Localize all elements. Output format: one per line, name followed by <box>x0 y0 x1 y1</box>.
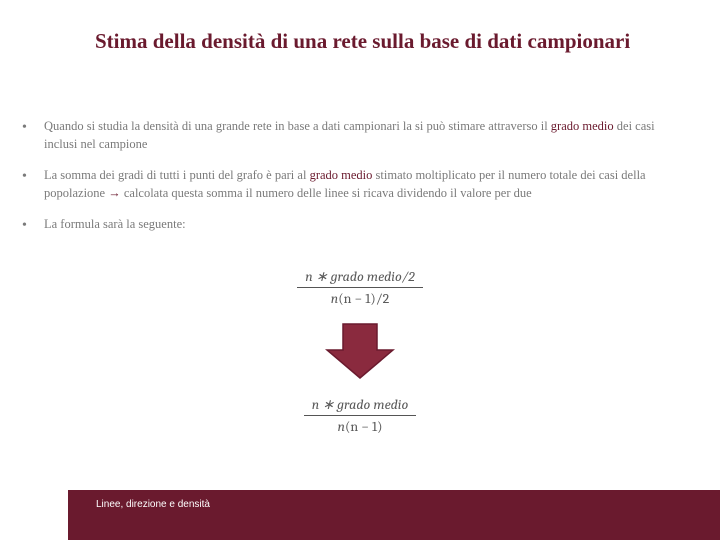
bullet-text: Quando si studia la densità di una grand… <box>44 118 690 153</box>
bullet-item: • Quando si studia la densità di una gra… <box>22 118 690 153</box>
formula-bottom: n ∗ grado medio n(n − 1) <box>0 396 720 435</box>
body-text: calcolata questa somma il numero delle l… <box>121 186 532 200</box>
body-text: La formula sarà la seguente: <box>44 217 186 231</box>
keyword-text: grado medio <box>551 119 614 133</box>
bullet-item: • La somma dei gradi di tutti i punti de… <box>22 167 690 202</box>
formula-den: (n − 1) <box>345 418 383 435</box>
keyword-text: grado medio <box>310 168 373 182</box>
body-text: La somma dei gradi di tutti i punti del … <box>44 168 310 182</box>
bullet-text: La somma dei gradi di tutti i punti del … <box>44 167 690 202</box>
bullet-item: • La formula sarà la seguente: <box>22 216 690 236</box>
bullet-marker: • <box>22 118 44 153</box>
bullet-marker: • <box>22 216 44 236</box>
var-n: n <box>338 418 345 435</box>
inline-arrow-icon: → <box>108 186 121 200</box>
bullet-list: • Quando si studia la densità di una gra… <box>22 118 690 250</box>
footer-bar <box>0 490 720 540</box>
footer-accent <box>0 490 68 540</box>
bullet-text: La formula sarà la seguente: <box>44 216 690 236</box>
slide-title: Stima della densità di una rete sulla ba… <box>95 28 680 54</box>
bullet-marker: • <box>22 167 44 202</box>
formula-den: (n − 1)/2 <box>338 290 389 307</box>
body-text: Quando si studia la densità di una grand… <box>44 119 551 133</box>
var-n: n <box>305 268 312 285</box>
arrow-shape <box>327 324 393 378</box>
formula-top: n ∗ grado medio/2 n(n − 1)/2 <box>0 268 720 307</box>
formula-num: ∗ grado medio/2 <box>313 268 415 285</box>
footer-text: Linee, direzione e densità <box>96 499 210 510</box>
down-arrow-icon <box>325 322 395 380</box>
formula-num: ∗ grado medio <box>319 396 408 413</box>
